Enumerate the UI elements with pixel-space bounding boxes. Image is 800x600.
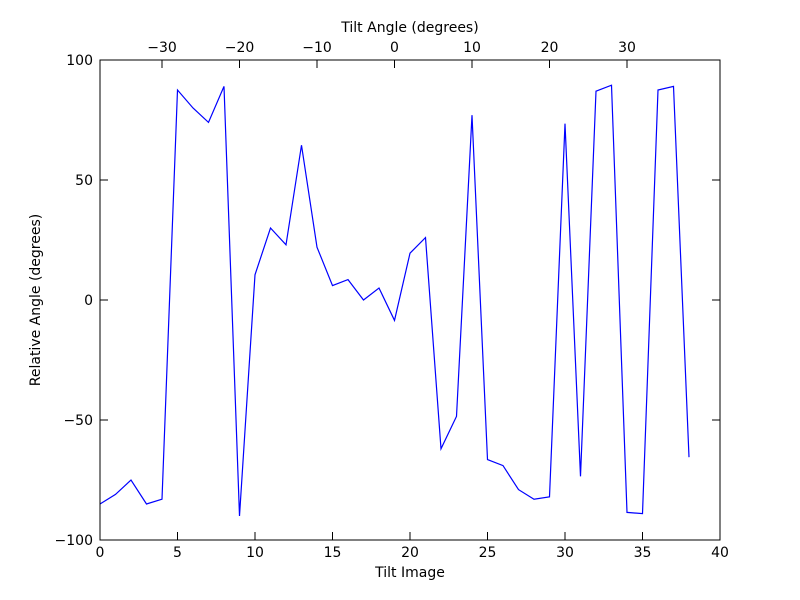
x-tick-label: 30 <box>556 545 574 561</box>
x-tick-label: 15 <box>324 545 342 561</box>
series-line-0 <box>99 84 690 517</box>
top-tick-label: 0 <box>390 40 399 56</box>
top-axis-ticks: −30 −20 −10 0 10 20 30 <box>147 40 636 68</box>
x-tick-label: 10 <box>246 545 264 561</box>
top-axis-title: Tilt Angle (degrees) <box>340 20 478 36</box>
top-tick-label: −10 <box>302 40 332 56</box>
y-tick-label: −50 <box>63 413 93 429</box>
top-tick-label: 10 <box>463 40 481 56</box>
top-tick-label: −30 <box>147 40 177 56</box>
y-axis-ticks: −100 −50 0 50 100 <box>55 53 720 549</box>
x-axis-title: Tilt Image <box>374 565 445 581</box>
plot-area <box>100 60 720 540</box>
x-tick-label: 5 <box>173 545 182 561</box>
top-tick-label: 20 <box>541 40 559 56</box>
plot-background <box>100 60 720 540</box>
x-axis-ticks: 0 5 10 15 20 25 30 35 40 <box>96 532 729 561</box>
y-tick-label: 50 <box>75 173 93 189</box>
x-tick-label: 40 <box>711 545 729 561</box>
x-tick-label: 20 <box>401 545 419 561</box>
x-tick-label: 35 <box>634 545 652 561</box>
y-tick-label: −100 <box>55 533 93 549</box>
top-tick-label: −20 <box>225 40 255 56</box>
top-tick-label: 30 <box>618 40 636 56</box>
y-axis-title: Relative Angle (degrees) <box>28 214 44 386</box>
series-layer <box>99 84 690 517</box>
y-tick-label: 0 <box>84 293 93 309</box>
y-tick-label: 100 <box>66 53 93 69</box>
x-tick-label: 25 <box>479 545 497 561</box>
x-tick-label: 0 <box>96 545 105 561</box>
